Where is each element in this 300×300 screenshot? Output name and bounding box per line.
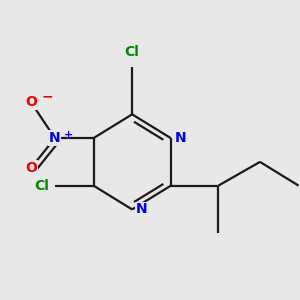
Text: Cl: Cl <box>125 45 140 59</box>
Text: N: N <box>174 131 186 145</box>
Text: +: + <box>64 130 73 140</box>
Text: N: N <box>49 131 61 145</box>
Text: O: O <box>25 161 37 175</box>
Text: N: N <box>136 202 147 216</box>
Text: Cl: Cl <box>34 179 49 193</box>
Text: −: − <box>42 89 53 103</box>
Text: O: O <box>25 95 37 110</box>
